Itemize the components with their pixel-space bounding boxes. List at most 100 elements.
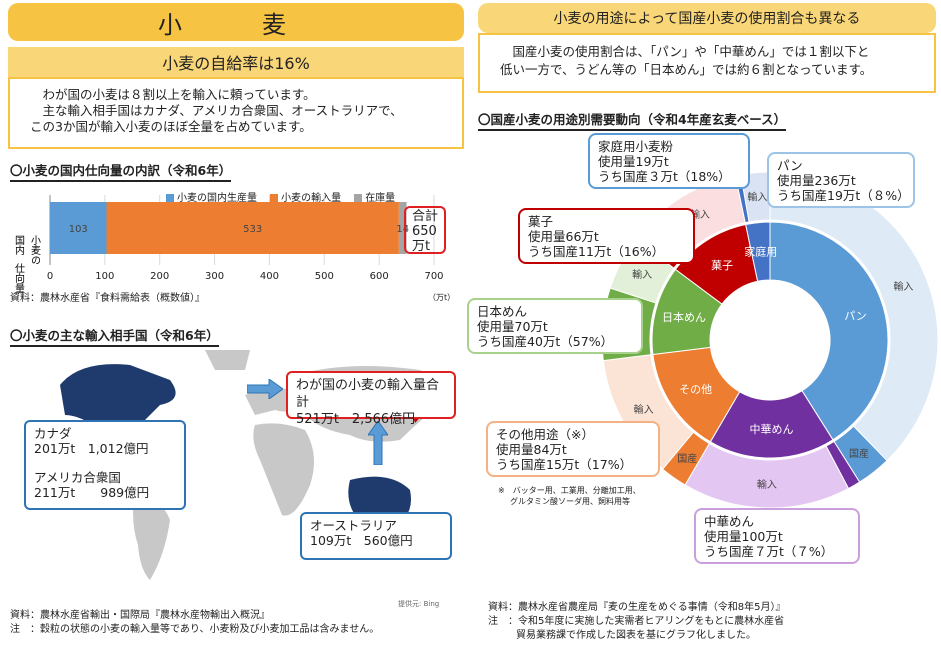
inner-ring-label: 家庭用 (744, 244, 777, 258)
usa-label: アメリカ合衆国 (34, 470, 121, 485)
breakdown-source: 資料：農林水産省『食料需給表（概数値）』 (10, 293, 205, 304)
outer-ring-label: 輸入 (634, 403, 654, 416)
bar-segment (50, 202, 107, 254)
bar-tick-label: 100 (95, 271, 114, 282)
outer-ring-label: 輸入 (747, 191, 767, 204)
total-import-line-1: わが国の小麦の輸入量合計 (296, 378, 440, 410)
total-label-2: 650 (412, 224, 437, 239)
bar-ylabel-1: 国内 (13, 235, 25, 256)
bar-segment (398, 202, 407, 254)
inner-ring-segment (745, 221, 771, 282)
usage-title: 〇国産小麦の用途別需要動向（令和4年産玄麦ベース） (478, 109, 787, 131)
outer-ring-label: 国産 (677, 452, 697, 465)
usage-note-2: グルタミン酸ソーダ用、飼料用等 (510, 497, 630, 506)
import-source-1: 資料：農林水産省輸出・国際局『農林水産物輸出入概況』 (10, 610, 270, 621)
canada-label: カナダ (34, 426, 72, 441)
bar-unit: （万t） (428, 293, 456, 302)
arrow-to-japan (246, 378, 284, 400)
total-label-1: 合計 (412, 209, 439, 224)
bar-tick-label: 600 (370, 271, 389, 282)
callout-sweets-usage: 使用量66万t (528, 229, 599, 244)
canada-value: 201万t 1,012億円 (34, 441, 149, 456)
callout-chinese-noodles: 中華めん 使用量100万t うち国産７万t（７%） (694, 508, 860, 564)
description-line-3: この3か国が輸入小麦のほぼ全量を占めています。 (30, 119, 312, 134)
map-credit: 提供元: Bing (398, 600, 440, 608)
inner-ring (651, 221, 889, 459)
bar-data-label: 533 (243, 224, 262, 235)
callout-other: その他用途（※） 使用量84万t うち国産15万t（17%） (486, 421, 660, 477)
bar-tick-label: 400 (260, 271, 279, 282)
callout-home-name: 家庭用小麦粉 (598, 139, 674, 154)
africa-shape (253, 423, 314, 516)
inner-ring-label: 菓子 (711, 259, 733, 272)
callout-japanese-name: 日本めん (477, 304, 528, 319)
total-label-3: 万t (412, 239, 431, 254)
bar-tick-label: 200 (150, 271, 169, 282)
usage-source-3: 貿易業務課で作成した図表を基にグラフ化しました。 (516, 630, 756, 641)
bar-tick-label: 700 (424, 271, 443, 282)
description-line-2: 主な輸入相手国はカナダ、アメリカ合衆国、オーストラリアで、 (42, 103, 403, 118)
callout-japanese-domestic: うち国産40万t（57%） (477, 334, 614, 349)
callout-home-usage: 使用量19万t (598, 154, 669, 169)
usage-note-1: ※ バッター用、工業用、分離加工用、 (498, 486, 641, 495)
callout-home-domestic: うち国産３万t（18%） (598, 169, 731, 184)
bar-tick-label: 500 (315, 271, 334, 282)
callout-sweets-domestic: うち国産11万t（16%） (528, 244, 665, 259)
outer-ring-segment (769, 171, 939, 462)
legend-item-stock: 在庫量 (354, 193, 395, 204)
callout-chinese-name: 中華めん (704, 514, 755, 529)
bar-data-label: 103 (69, 224, 88, 235)
wheat-description: わが国の小麦は８割以上を輸入に頼っています。 主な輸入相手国はカナダ、アメリカ合… (8, 77, 464, 149)
outer-ring-label: 国産 (849, 447, 869, 460)
import-title: 〇小麦の主な輸入相手国（令和6年） (10, 325, 219, 347)
callout-japanese-usage: 使用量70万t (477, 319, 548, 334)
description-line-1: わが国の小麦は８割以上を輸入に頼っています。 (42, 87, 316, 102)
callout-other-domestic: うち国産15万t（17%） (496, 457, 633, 472)
usage-note: ※ バッター用、工業用、分離加工用、 グルタミン酸ソーダ用、飼料用等 (498, 485, 641, 507)
bar-tick-label: 0 (47, 271, 53, 282)
inner-ring-label: パン (844, 309, 867, 322)
australia-label: オーストラリア (310, 518, 397, 533)
bar-data-label: 14 (396, 224, 409, 235)
callout-chinese-domestic: うち国産７万t（７%） (704, 544, 834, 559)
inner-ring-label: その他 (679, 383, 712, 396)
usage-source-2: 注 ：令和5年度に実施した実需者ヒアリングをもとに農林水産省 (488, 616, 785, 627)
bar-segments: 103 533 14 (50, 202, 409, 254)
outer-ring-label: 輸入 (632, 268, 652, 281)
callout-other-usage: 使用量84万t (496, 442, 567, 457)
callout-bread-name: パン (777, 158, 803, 173)
arrow-from-australia (367, 420, 389, 466)
legend-item-import: 小麦の輸入量 (270, 193, 341, 204)
usage-banner: 小麦の用途によって国産小麦の使用割合も異なる (478, 3, 936, 33)
callout-bread: パン 使用量236万t うち国産19万t（８%） (767, 152, 915, 208)
callout-home-flour: 家庭用小麦粉 使用量19万t うち国産３万t（18%） (588, 133, 750, 189)
bar-ylabel-2: 仕向量 (13, 262, 25, 293)
import-source-2: 注 ：穀粒の状態の小麦の輸入量等であり、小麦粉及び小麦加工品は含みません。 (10, 624, 380, 635)
usage-desc-2: 低い一方で、うどん等の「日本めん」では約６割となっています。 (500, 62, 873, 77)
australia-box: オーストラリア 109万t 560億円 (300, 512, 452, 560)
bar-legend: 小麦の国内生産量 小麦の輸入量 在庫量 (166, 186, 403, 205)
total-import-box: わが国の小麦の輸入量合計 521万t 2,566億円 (286, 371, 456, 427)
outer-ring-label: 輸入 (757, 478, 777, 491)
inner-ring-label: 日本めん (662, 310, 706, 324)
greenland-shape (205, 350, 250, 370)
south-america-shape (133, 495, 170, 580)
sunburst-chart: 輸入国産輸入国産輸入国産輸入国産輸入輸入パン中華めんその他日本めん菓子家庭用 (601, 171, 939, 509)
callout-other-name: その他用途（※） (496, 427, 594, 442)
usa-value: 211万t 989億円 (34, 485, 150, 500)
breakdown-title: 〇小麦の国内仕向量の内訳（令和6年） (10, 160, 232, 182)
stacked-bar-chart: 103 533 14 0 100 200 300 400 500 600 700 国内 仕向量 小… (13, 195, 444, 293)
total-import-line-2: 521万t 2,566億円 (296, 412, 416, 427)
bar-tick-label: 300 (205, 271, 224, 282)
inner-ring-label: 中華めん (749, 423, 793, 436)
inner-ring-segment (769, 221, 889, 441)
callout-chinese-usage: 使用量100万t (704, 529, 783, 544)
page-title: 小 麦 (8, 3, 464, 41)
bar-tick-labels: 0 100 200 300 400 500 600 700 (47, 271, 444, 282)
total-callout: 合計 650 万t (404, 206, 446, 254)
usage-desc-1: 国産小麦の使用割合は、「パン」や「中華めん」では１割以下と (512, 44, 870, 59)
canada-usa-shape (60, 364, 176, 430)
outer-ring-label: 輸入 (893, 280, 913, 293)
callout-sweets-name: 菓子 (528, 214, 554, 229)
australia-value: 109万t 560億円 (310, 533, 413, 548)
